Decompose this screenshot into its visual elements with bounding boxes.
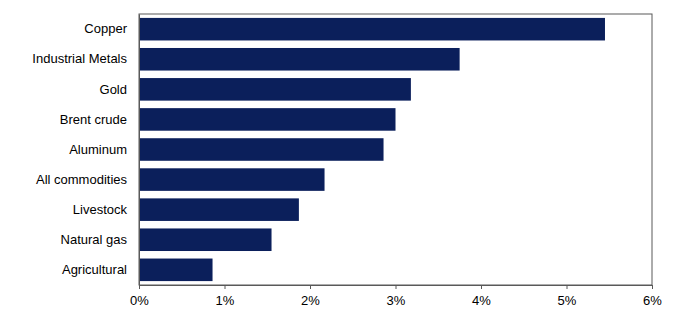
category-label: Industrial Metals — [32, 51, 127, 66]
bar — [139, 228, 272, 251]
tick-label: 0% — [130, 293, 149, 308]
tick: 1% — [216, 285, 235, 308]
plot: 0% 1% 2% 3% 4% 5% 6% Copper Industrial Metals Gol… — [32, 14, 662, 308]
axis-line — [140, 286, 653, 290]
tick-label: 3% — [387, 293, 406, 308]
chart: 0% 1% 2% 3% 4% 5% 6% Copper Industrial Metals Gol… — [0, 0, 700, 328]
category-label: Agricultural — [62, 262, 127, 277]
tick: Agricultural — [62, 262, 127, 277]
plot-frame — [139, 14, 652, 285]
tick-label: 2% — [301, 293, 320, 308]
bar — [139, 168, 325, 191]
tick-mark — [310, 285, 311, 289]
tick: 0% — [130, 285, 149, 308]
category-label: Brent crude — [60, 112, 127, 127]
tick-mark — [567, 285, 568, 289]
tick-mark — [481, 285, 482, 289]
tick: Gold — [100, 82, 127, 97]
category-label: Livestock — [73, 202, 128, 217]
tick-mark — [139, 285, 140, 289]
bar — [139, 138, 384, 161]
bar — [139, 259, 213, 282]
bar — [139, 78, 411, 101]
bar — [139, 18, 605, 41]
tick-label: 4% — [472, 293, 491, 308]
value-axis: 0% 1% 2% 3% 4% 5% 6% — [130, 285, 662, 308]
tick: 2% — [301, 285, 320, 308]
category-axis: Copper Industrial Metals Gold Brent crude Al… — [32, 15, 139, 286]
tick: Livestock — [73, 202, 128, 217]
tick-label: 6% — [643, 293, 662, 308]
tick: 6% — [643, 285, 662, 308]
bar — [139, 48, 460, 71]
tick-label: 5% — [558, 293, 577, 308]
tick-mark — [225, 285, 226, 289]
category-label: All commodities — [36, 172, 128, 187]
tick-label: 1% — [216, 293, 235, 308]
bar — [139, 198, 299, 221]
tick: 5% — [558, 285, 577, 308]
tick: All commodities — [36, 172, 128, 187]
tick: Brent crude — [60, 112, 127, 127]
category-label: Copper — [84, 21, 127, 36]
tick-mark — [396, 285, 397, 289]
tick: 3% — [387, 285, 406, 308]
category-label: Gold — [100, 82, 127, 97]
bar — [139, 108, 396, 131]
tick: Aluminum — [69, 142, 127, 157]
tick: 4% — [472, 285, 491, 308]
tick: Copper — [84, 21, 127, 36]
category-label: Natural gas — [61, 232, 128, 247]
bars — [139, 18, 605, 281]
category-label: Aluminum — [69, 142, 127, 157]
tick: Natural gas — [61, 232, 128, 247]
tick: Industrial Metals — [32, 51, 127, 66]
tick-mark — [652, 285, 653, 289]
axis-line — [139, 15, 140, 286]
